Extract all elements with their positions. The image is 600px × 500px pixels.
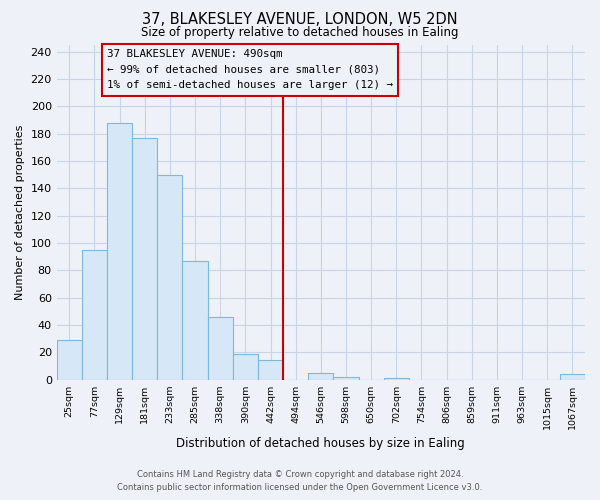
- Bar: [107, 123, 132, 380]
- Bar: [560, 374, 585, 380]
- Bar: [334, 377, 359, 380]
- Bar: [157, 174, 182, 380]
- Bar: [56, 340, 82, 380]
- Bar: [182, 261, 208, 380]
- Bar: [308, 372, 334, 380]
- Bar: [233, 354, 258, 380]
- Bar: [208, 316, 233, 380]
- Text: Size of property relative to detached houses in Ealing: Size of property relative to detached ho…: [141, 26, 459, 39]
- Bar: [258, 360, 283, 380]
- X-axis label: Distribution of detached houses by size in Ealing: Distribution of detached houses by size …: [176, 437, 465, 450]
- Y-axis label: Number of detached properties: Number of detached properties: [15, 124, 25, 300]
- Text: Contains HM Land Registry data © Crown copyright and database right 2024.
Contai: Contains HM Land Registry data © Crown c…: [118, 470, 482, 492]
- Bar: [132, 138, 157, 380]
- Text: 37, BLAKESLEY AVENUE, LONDON, W5 2DN: 37, BLAKESLEY AVENUE, LONDON, W5 2DN: [142, 12, 458, 28]
- Bar: [384, 378, 409, 380]
- Text: 37 BLAKESLEY AVENUE: 490sqm
← 99% of detached houses are smaller (803)
1% of sem: 37 BLAKESLEY AVENUE: 490sqm ← 99% of det…: [107, 49, 393, 90]
- Bar: [82, 250, 107, 380]
